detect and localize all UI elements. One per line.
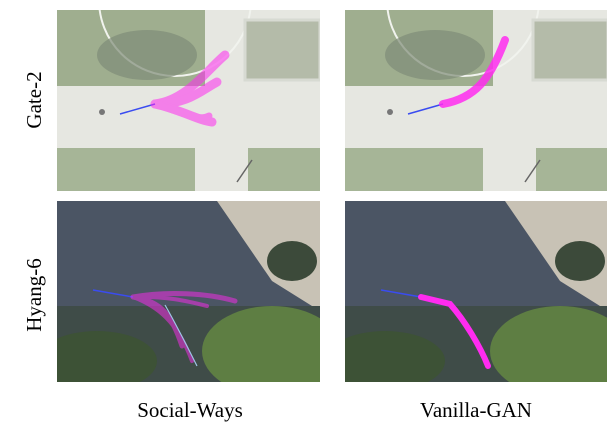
predicted-paths [150, 50, 230, 127]
predicted-paths [418, 294, 491, 369]
panel-gate-vanilla-gan [345, 0, 607, 191]
scene-image [325, 201, 607, 396]
observed-path [407, 103, 444, 115]
scene-image [37, 201, 342, 396]
panel-hyang-vanilla-gan [325, 201, 607, 396]
row-label: Hyang-6 [22, 258, 46, 331]
observed-path [380, 289, 422, 298]
scene-image [345, 0, 607, 191]
row-label: Gate-2 [22, 71, 46, 128]
column-label: Vanilla-GAN [420, 398, 532, 422]
ground-truth [164, 304, 198, 367]
predicted-paths [130, 291, 238, 363]
observed-path [119, 103, 156, 115]
panel-gate-social-ways [57, 0, 320, 191]
predicted-paths [439, 36, 509, 108]
panel-hyang-social-ways [37, 201, 342, 396]
observed-path [92, 289, 134, 298]
column-label: Social-Ways [137, 398, 243, 422]
